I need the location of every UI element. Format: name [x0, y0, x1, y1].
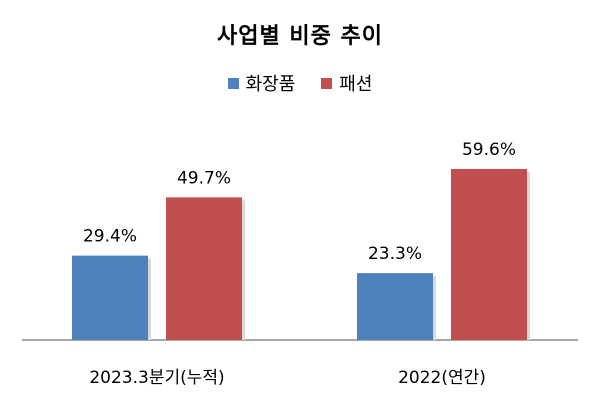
- category-label: 2023.3분기(누적): [89, 368, 224, 388]
- bar: [72, 255, 148, 340]
- data-label: 59.6%: [462, 140, 516, 160]
- legend: 화장품 패션: [0, 70, 600, 96]
- bar: [357, 273, 433, 340]
- legend-swatch-cosmetics: [227, 77, 239, 89]
- category-label: 2022(연간): [398, 368, 486, 388]
- bar: [451, 168, 527, 340]
- legend-item-fashion: 패션: [321, 70, 372, 96]
- data-label: 49.7%: [177, 168, 231, 188]
- legend-label-cosmetics: 화장품: [245, 74, 296, 95]
- legend-swatch-fashion: [321, 77, 333, 89]
- data-label: 23.3%: [368, 244, 422, 264]
- chart-title: 사업별 비중 추이: [217, 24, 383, 49]
- data-label: 29.4%: [83, 227, 137, 247]
- legend-label-fashion: 패션: [339, 74, 373, 95]
- bar: [166, 197, 242, 340]
- legend-item-cosmetics: 화장품: [227, 70, 296, 96]
